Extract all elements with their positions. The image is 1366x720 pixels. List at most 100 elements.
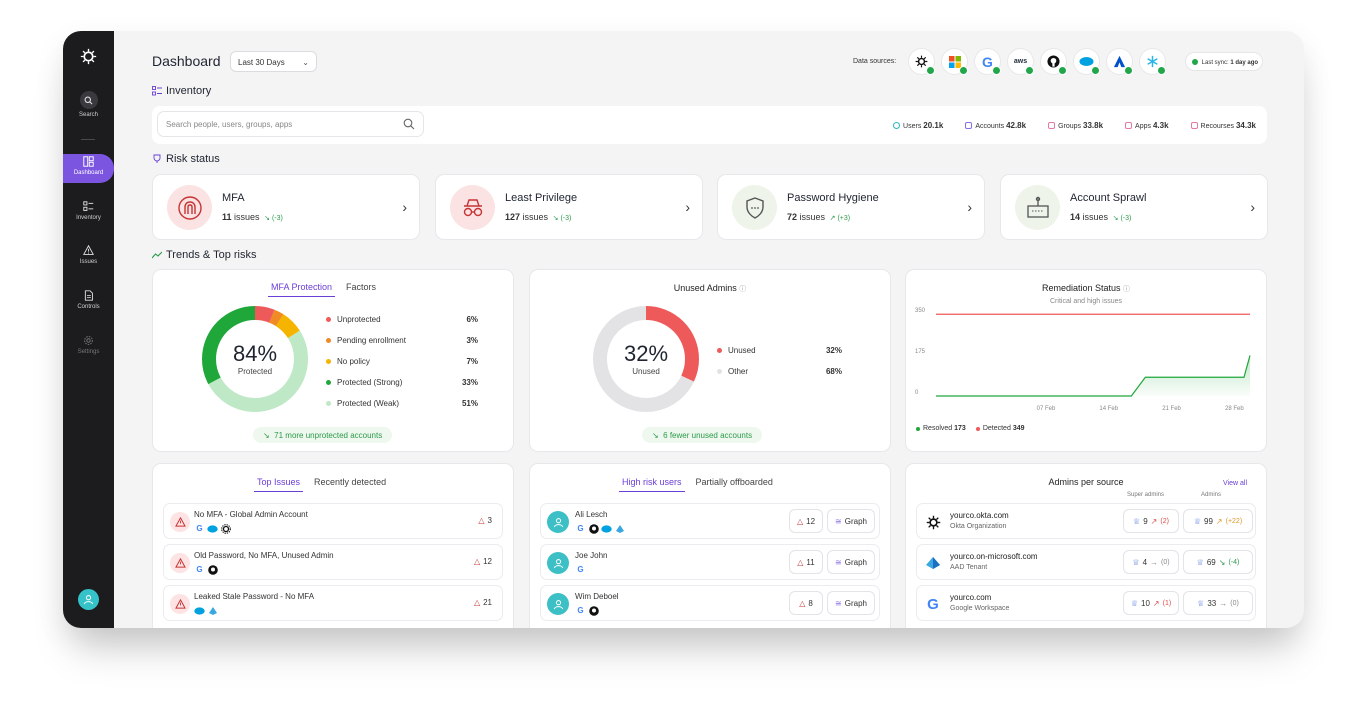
salesforce-source-icon[interactable] [1073,48,1100,75]
remediation-panel: Remediation Status ⓘ Critical and high i… [905,269,1267,452]
issue-row[interactable]: Leaked Stale Password - No MFA △ 21 [163,585,503,621]
user-avatar[interactable] [78,589,99,610]
series-line-resolved[interactable] [936,355,1251,397]
legend-label: Resolved [923,425,953,432]
risk-card-least-privilege[interactable]: Least Privilege 127 issues ↘ (-3) › [435,174,703,240]
count-value: 33 [1207,598,1217,608]
snowflake-source-icon[interactable] [1139,48,1166,75]
count-value: 10 [1141,598,1150,608]
sidebar-item-inventory[interactable]: Inventory [63,201,114,221]
mfa-slice-protected-weak[interactable] [202,306,308,412]
stat-users[interactable]: Users 20.1k [893,121,943,130]
unused-footer-pill[interactable]: ↘ 6 fewer unused accounts [642,427,763,443]
unused-center-label: Unused [632,367,660,376]
risk-card-password-hygiene[interactable]: Password Hygiene 72 issues ↗ (+3) › [717,174,985,240]
sidebar-item-dashboard[interactable]: Dashboard [63,156,114,176]
graph-button[interactable]: ≅ Graph [827,550,875,574]
crown-icon: ♕ [1193,516,1201,526]
sidebar-item-settings[interactable]: Settings [63,335,114,355]
google-source-icon[interactable]: G [974,48,1001,75]
user-row[interactable]: Joe John G △ 11 ≅ Graph [540,544,880,580]
stat-value: 33.8k [1083,121,1104,130]
admin-source-row[interactable]: G yourco.com Google Workspace ♕ 10 ↗ (1) ♕ 3… [916,585,1256,621]
view-all-link[interactable]: View all [1223,480,1247,487]
trend-value: (-3) [560,215,572,222]
risk-card-account-sprawl[interactable]: Account Sprawl 14 issues ↘ (-3) › [1000,174,1268,240]
admin-source-row[interactable]: yourco.okta.com Okta Organization ♕ 9 ↗ (2)… [916,503,1256,539]
issues-label: issues [234,212,260,222]
delta-value: (1) [1162,599,1172,607]
microsoft-source-icon[interactable] [941,48,968,75]
warning-icon: △ [796,516,804,526]
stat-accounts[interactable]: Accounts 42.8k [965,121,1026,130]
account-icon [965,122,973,129]
mfa-footer-pill[interactable]: ↘ 71 more unprotected accounts [253,427,393,443]
issue-count: 72 [787,212,798,222]
legend-dot [326,338,331,343]
mfa-slice-protected-strong[interactable] [202,306,308,412]
issue-sources: G [194,523,231,534]
legend-dot [326,317,331,322]
aws-source-icon[interactable]: aws [1007,48,1034,75]
sidebar-item-label: Dashboard [73,170,104,176]
graph-label: Graph [844,516,867,526]
inventory-search-input[interactable]: Search people, users, groups, apps [157,111,424,137]
legend-value: 349 [1012,425,1025,432]
admin-source-row[interactable]: yourco.on-microsoft.com AAD Tenant ♕ 4 → (0… [916,544,1256,580]
app-window: Search Dashboard Inventory Issues Contro… [63,31,1304,628]
warning-icon: △ [797,557,804,567]
trend-down-icon: ↘ [552,215,559,222]
graph-button[interactable]: ≅ Graph [827,509,875,533]
admins-col-header: Admins [1201,492,1222,498]
user-name: Ali Lesch [575,510,608,519]
issue-count: 127 [505,212,521,222]
user-row[interactable]: Wim Deboel G △ 8 ≅ Graph [540,585,880,621]
risk-card-mfa[interactable]: MFA 11 issues ↘ (-3) › [152,174,420,240]
trend-down-icon: ↘ [263,431,270,440]
trend-down-icon: ↘ [1218,557,1226,567]
issue-count-value: 3 [487,516,492,525]
unused-slice-other[interactable] [593,306,699,412]
tab-top-issues[interactable]: Top Issues [254,477,304,492]
stat-value: 20.1k [923,121,944,130]
tab-high-risk-users[interactable]: High risk users [619,477,685,492]
crown-icon: ♕ [1196,557,1204,567]
search-icon [79,91,98,109]
user-row[interactable]: Ali Lesch G △ 12 ≅ Graph [540,503,880,539]
atlassian-source-icon[interactable] [1106,48,1133,75]
tab-partially-offboarded[interactable]: Partially offboarded [695,477,773,487]
github-source-icon[interactable] [1040,48,1067,75]
x-tick-label: 07 Feb [1037,406,1056,412]
graph-button[interactable]: ≅ Graph [827,591,875,615]
delta-value: (2) [1160,517,1169,525]
okta-source-icon[interactable] [908,48,935,75]
legend-value: 7% [466,357,478,366]
stat-resources[interactable]: Recourses 34.3k [1190,121,1256,130]
sidebar-item-controls[interactable]: Controls [63,290,114,310]
info-icon[interactable]: ⓘ [739,286,747,293]
stat-groups[interactable]: Groups 33.8k [1048,121,1103,130]
date-range-select[interactable]: Last 30 Days ⌄ [230,51,317,72]
mfa-donut-center: 84% Protected [225,341,285,376]
graph-label: Graph [844,598,867,608]
app-logo-icon[interactable] [80,48,97,65]
info-icon[interactable]: ⓘ [1123,286,1131,293]
graph-label: Graph [844,557,867,567]
sidebar-item-issues[interactable]: Issues [63,245,114,265]
risk-section-title: Risk status [152,153,220,165]
super-admins-col-header: Super admins [1127,492,1165,498]
tab-factors[interactable]: Factors [346,282,377,292]
resource-icon [1190,122,1198,129]
legend-value: 33% [461,378,478,387]
tab-mfa-protection[interactable]: MFA Protection [268,282,336,297]
warning-icon: △ [473,557,481,566]
issue-row[interactable]: Old Password, No MFA, Unused Admin G △ 12 [163,544,503,580]
issue-count-value: 21 [483,598,492,607]
stat-label: Apps [1135,123,1152,130]
stat-apps[interactable]: Apps 4.3k [1125,121,1169,130]
legend-dot [975,426,980,431]
admins-count: ♕ 99 ↗ (+22) [1183,509,1253,533]
sidebar-item-search[interactable]: Search [63,91,114,118]
tab-recently-detected[interactable]: Recently detected [314,477,387,487]
issue-row[interactable]: No MFA - Global Admin Account G △ 3 [163,503,503,539]
